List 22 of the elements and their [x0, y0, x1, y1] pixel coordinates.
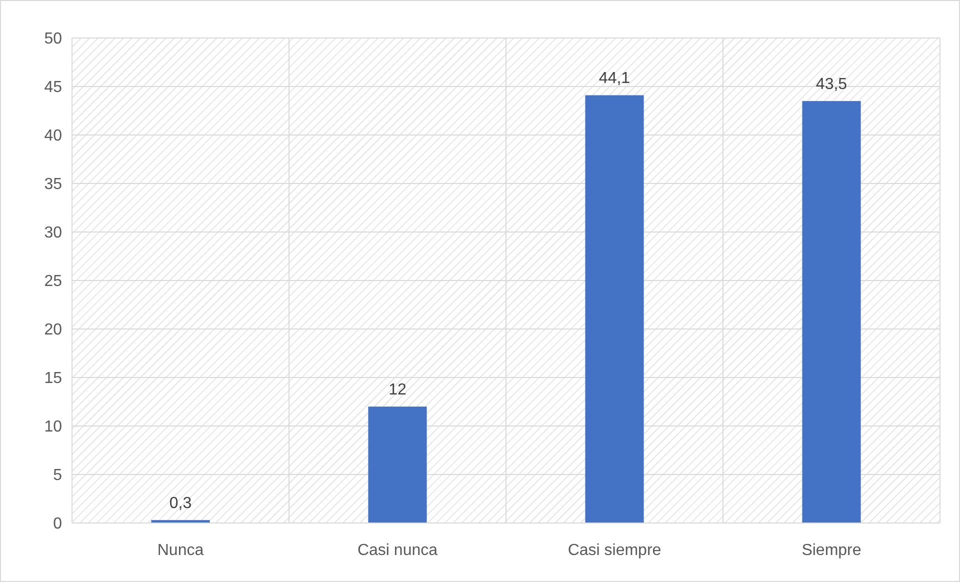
y-tick-label: 25: [44, 273, 62, 290]
y-tick-label: 50: [44, 30, 62, 48]
bar: [802, 101, 861, 523]
x-tick-label: Nunca: [157, 542, 204, 559]
data-label: 0,3: [169, 495, 192, 512]
bar: [585, 95, 644, 523]
y-tick-label: 5: [53, 467, 62, 484]
x-tick-label: Casi siempre: [568, 542, 662, 559]
data-label: 12: [388, 382, 406, 399]
y-tick-label: 20: [44, 322, 62, 339]
y-tick-label: 10: [44, 418, 62, 436]
y-tick-label: 45: [44, 79, 62, 96]
bar: [368, 406, 427, 523]
y-tick-label: 35: [44, 176, 62, 194]
data-label: 43,5: [816, 76, 848, 94]
data-label: 44,1: [598, 70, 630, 88]
y-tick-label: 30: [44, 224, 62, 242]
x-tick-label: Casi nunca: [357, 542, 438, 559]
y-tick-label: 15: [44, 370, 62, 388]
x-tick-label: Siempre: [802, 542, 862, 559]
y-tick-label: 0: [53, 516, 62, 533]
y-tick-label: 40: [44, 128, 62, 145]
